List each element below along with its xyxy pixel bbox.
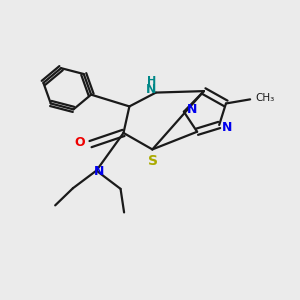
Text: N: N	[146, 83, 157, 96]
Text: CH₃: CH₃	[255, 93, 275, 103]
Text: O: O	[74, 136, 85, 149]
Text: N: N	[187, 103, 197, 116]
Text: N: N	[94, 165, 104, 178]
Text: S: S	[148, 154, 158, 168]
Text: H: H	[147, 76, 156, 86]
Text: N: N	[222, 122, 233, 134]
